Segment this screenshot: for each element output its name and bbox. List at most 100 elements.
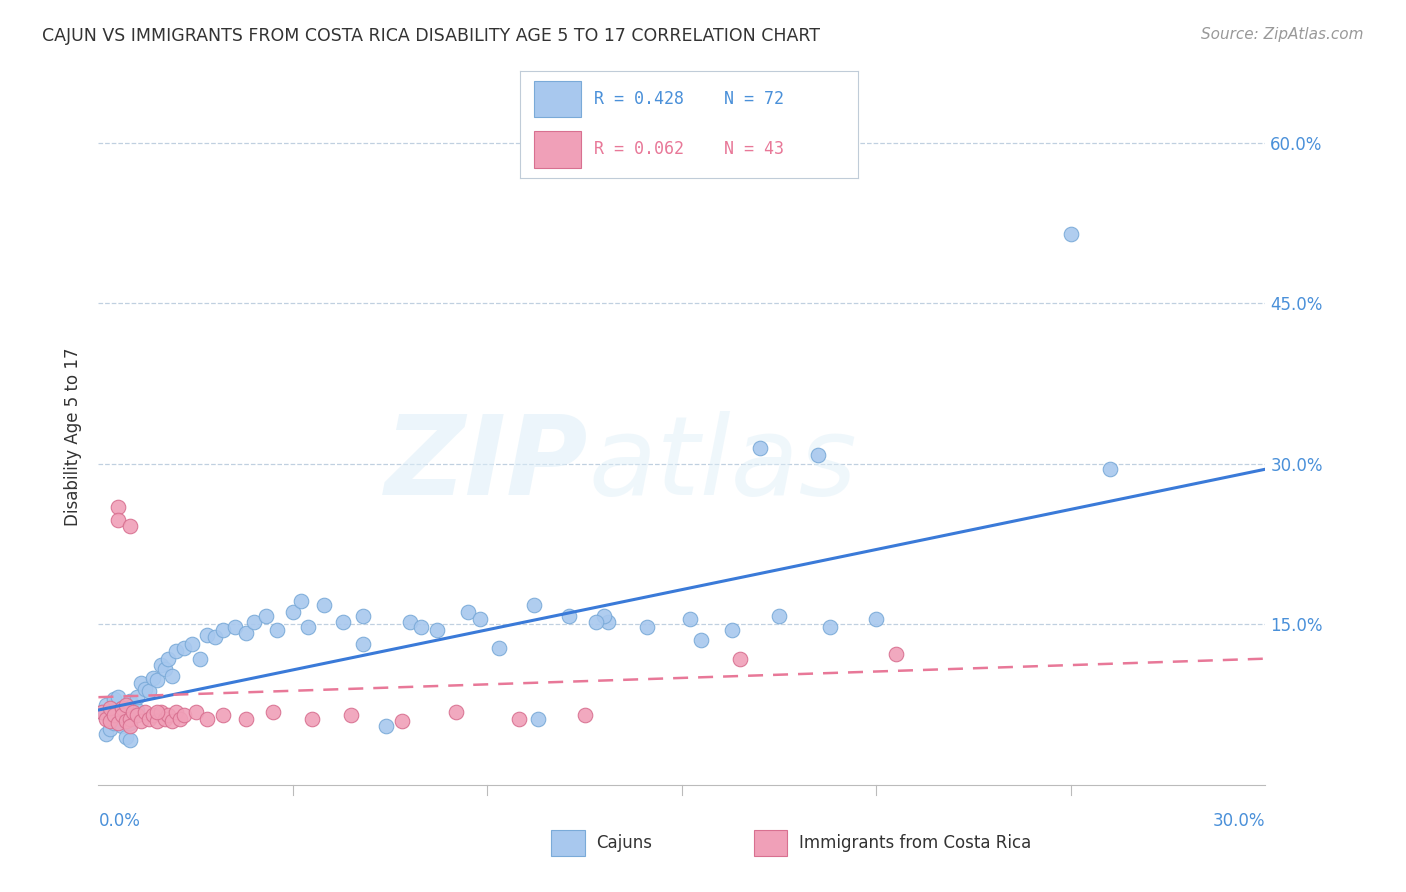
Point: [118, 715, 141, 730]
Point: [224, 619, 246, 633]
Bar: [534, 131, 581, 168]
Point: [107, 500, 129, 514]
Point: [111, 708, 134, 723]
Point: [91, 705, 114, 719]
Point: [585, 615, 607, 630]
Point: [596, 615, 619, 630]
Point: [142, 708, 165, 723]
Point: [169, 712, 191, 726]
Point: [157, 651, 180, 665]
Point: [312, 598, 335, 612]
Point: [114, 698, 136, 712]
Point: [721, 623, 744, 637]
Text: Source: ZipAtlas.com: Source: ZipAtlas.com: [1201, 27, 1364, 42]
Point: [134, 681, 156, 696]
Point: [297, 619, 319, 633]
Point: [142, 671, 165, 685]
Point: [807, 448, 830, 462]
Point: [96, 698, 118, 712]
Point: [180, 637, 202, 651]
Point: [149, 705, 172, 719]
Text: ZIP: ZIP: [385, 411, 589, 518]
Point: [138, 683, 160, 698]
Point: [146, 705, 169, 719]
Point: [153, 712, 176, 726]
Point: [118, 719, 141, 733]
Text: CAJUN VS IMMIGRANTS FROM COSTA RICA DISABILITY AGE 5 TO 17 CORRELATION CHART: CAJUN VS IMMIGRANTS FROM COSTA RICA DISA…: [42, 27, 820, 45]
Point: [204, 630, 226, 644]
Point: [768, 608, 790, 623]
Point: [153, 662, 176, 676]
Y-axis label: Disability Age 5 to 17: Disability Age 5 to 17: [65, 348, 83, 526]
Point: [748, 441, 770, 455]
Point: [127, 708, 149, 723]
Bar: [754, 830, 787, 856]
Point: [118, 694, 141, 708]
Point: [1098, 462, 1121, 476]
Point: [457, 605, 479, 619]
Point: [301, 712, 323, 726]
Point: [173, 640, 195, 655]
Point: [103, 708, 125, 723]
Point: [111, 701, 134, 715]
Point: [195, 712, 218, 726]
Point: [290, 594, 312, 608]
Point: [426, 623, 449, 637]
Point: [122, 698, 145, 712]
Point: [129, 676, 152, 690]
Point: [98, 701, 121, 715]
Point: [146, 714, 169, 728]
Point: [114, 730, 136, 744]
Point: [332, 615, 354, 630]
Point: [281, 605, 304, 619]
Point: [146, 673, 169, 687]
Point: [98, 723, 121, 737]
Point: [266, 623, 288, 637]
Point: [127, 690, 149, 705]
Point: [865, 612, 887, 626]
Point: [398, 615, 420, 630]
Point: [352, 608, 374, 623]
Point: [488, 640, 510, 655]
Point: [118, 519, 141, 533]
Point: [98, 708, 121, 723]
Point: [173, 708, 195, 723]
Point: [162, 714, 184, 728]
Point: [118, 733, 141, 747]
Point: [122, 708, 145, 723]
Point: [818, 619, 841, 633]
Point: [103, 692, 125, 706]
Point: [411, 619, 433, 633]
Point: [107, 512, 129, 526]
Point: [375, 719, 398, 733]
Point: [508, 712, 530, 726]
Point: [243, 615, 266, 630]
Text: atlas: atlas: [589, 411, 858, 518]
Point: [391, 714, 413, 728]
Point: [162, 669, 184, 683]
Point: [558, 608, 581, 623]
Bar: [551, 830, 585, 856]
Point: [107, 690, 129, 705]
Point: [96, 712, 118, 726]
Point: [212, 708, 235, 723]
Text: R = 0.428    N = 72: R = 0.428 N = 72: [595, 90, 785, 108]
Point: [593, 608, 616, 623]
Bar: [534, 81, 581, 118]
Point: [690, 633, 713, 648]
Point: [114, 714, 136, 728]
Point: [111, 719, 134, 733]
Point: [730, 651, 752, 665]
Point: [98, 714, 121, 728]
Point: [111, 701, 134, 715]
Point: [679, 612, 702, 626]
Point: [184, 705, 207, 719]
Point: [127, 703, 149, 717]
Point: [114, 705, 136, 719]
Point: [884, 648, 907, 662]
Text: Cajuns: Cajuns: [596, 834, 652, 852]
Point: [195, 628, 218, 642]
Point: [91, 705, 114, 719]
Text: 0.0%: 0.0%: [98, 812, 141, 830]
Point: [118, 712, 141, 726]
